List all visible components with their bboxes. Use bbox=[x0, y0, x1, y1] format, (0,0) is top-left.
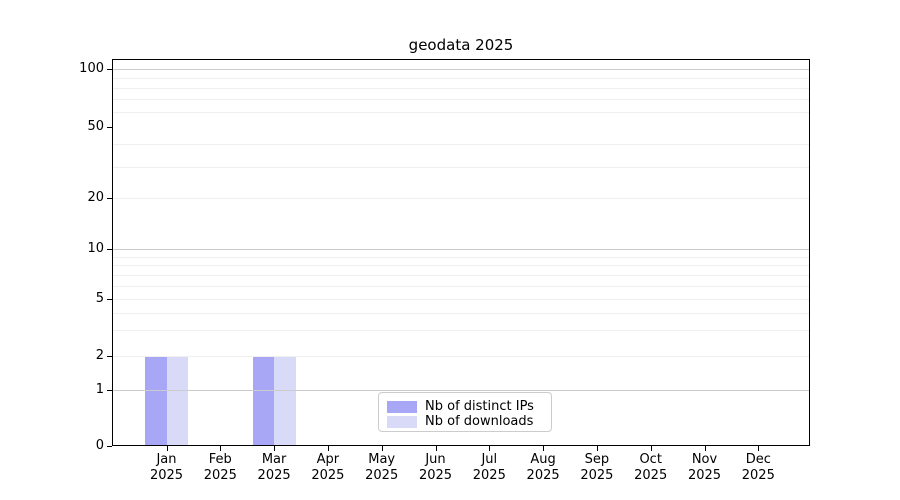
gridline-minor bbox=[113, 144, 809, 146]
x-tick bbox=[489, 445, 491, 451]
legend-label: Nb of distinct IPs bbox=[425, 399, 534, 414]
x-tick-label: Mar 2025 bbox=[257, 451, 291, 483]
x-tick-label: Dec 2025 bbox=[741, 451, 775, 483]
x-tick-label: Feb 2025 bbox=[203, 451, 237, 483]
gridline-major bbox=[113, 389, 809, 391]
gridline-major bbox=[113, 69, 809, 70]
gridline-minor bbox=[113, 285, 809, 287]
x-tick bbox=[650, 445, 652, 451]
y-tick-label: 10 bbox=[87, 241, 104, 256]
gridline-minor bbox=[113, 299, 809, 300]
y-tick bbox=[107, 69, 112, 71]
gridline-minor bbox=[113, 87, 809, 89]
x-tick-label: Nov 2025 bbox=[687, 451, 722, 483]
x-tick-label: Sep 2025 bbox=[580, 451, 614, 483]
y-tick-label: 100 bbox=[79, 61, 104, 76]
y-tick bbox=[107, 299, 112, 301]
x-tick-label: Jul 2025 bbox=[472, 451, 506, 483]
bar-downloads bbox=[274, 355, 296, 445]
y-tick bbox=[107, 355, 112, 357]
legend-swatch bbox=[387, 400, 417, 413]
y-tick bbox=[107, 198, 112, 200]
x-tick bbox=[435, 445, 437, 451]
x-tick bbox=[758, 445, 760, 451]
chart-title: geodata 2025 bbox=[408, 36, 514, 54]
x-tick bbox=[704, 445, 706, 451]
gridline-minor bbox=[113, 98, 809, 100]
x-tick bbox=[166, 445, 168, 451]
legend: Nb of distinct IPs Nb of downloads bbox=[378, 392, 552, 432]
y-tick-label: 1 bbox=[95, 381, 104, 397]
legend-swatch bbox=[387, 415, 417, 428]
x-tick bbox=[381, 445, 383, 451]
plot-area bbox=[112, 58, 810, 446]
gridline-minor bbox=[113, 77, 809, 79]
y-tick bbox=[107, 389, 112, 391]
x-tick-label: Oct 2025 bbox=[634, 451, 668, 483]
x-tick-label: Aug 2025 bbox=[526, 451, 560, 483]
gridline-minor bbox=[113, 111, 809, 113]
y-tick bbox=[107, 445, 112, 447]
gridline-minor bbox=[113, 330, 809, 332]
y-tick-label: 20 bbox=[87, 190, 104, 205]
y-tick-label: 50 bbox=[87, 119, 104, 134]
y-tick-label: 5 bbox=[95, 291, 104, 306]
y-tick bbox=[107, 127, 112, 129]
x-tick-label: Jun 2025 bbox=[418, 451, 453, 483]
x-tick bbox=[274, 445, 276, 451]
x-tick-label: May 2025 bbox=[365, 451, 399, 483]
gridline-major bbox=[113, 249, 809, 250]
gridline-minor bbox=[113, 312, 809, 314]
y-tick-label: 0 bbox=[95, 437, 104, 453]
gridline-minor bbox=[113, 274, 809, 276]
x-tick bbox=[220, 445, 222, 451]
gridline-minor bbox=[113, 355, 809, 357]
x-tick bbox=[596, 445, 599, 451]
x-tick bbox=[327, 445, 330, 451]
bar-distinct-ips bbox=[252, 355, 275, 445]
legend-row: Nb of downloads bbox=[387, 415, 543, 428]
y-tick-label: 2 bbox=[95, 347, 104, 363]
gridline-minor bbox=[113, 166, 809, 168]
bar-distinct-ips bbox=[145, 355, 167, 445]
gridline-minor bbox=[113, 256, 809, 258]
y-tick bbox=[107, 249, 112, 251]
x-tick bbox=[543, 445, 545, 451]
gridline-minor bbox=[113, 265, 809, 267]
gridline-minor bbox=[113, 198, 809, 199]
legend-row: Nb of distinct IPs bbox=[387, 400, 543, 413]
x-tick-label: Apr 2025 bbox=[311, 451, 345, 483]
x-tick-label: Jan 2025 bbox=[149, 451, 184, 483]
bar-downloads bbox=[166, 355, 188, 445]
legend-label: Nb of downloads bbox=[425, 414, 534, 429]
